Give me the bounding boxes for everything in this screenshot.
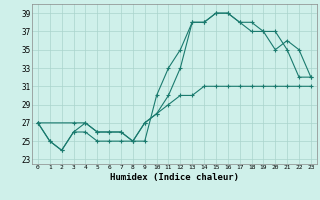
X-axis label: Humidex (Indice chaleur): Humidex (Indice chaleur): [110, 173, 239, 182]
